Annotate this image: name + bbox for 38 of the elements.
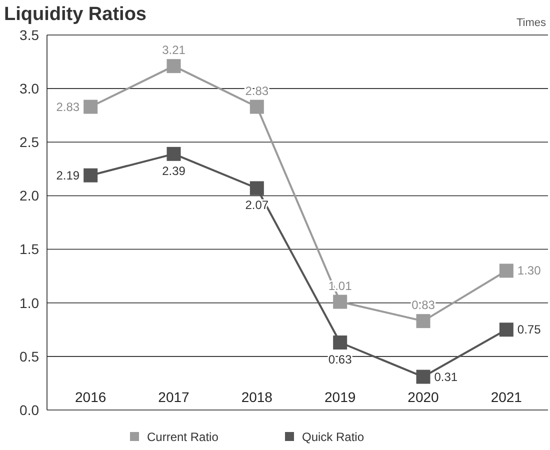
- text: 2.83: [56, 100, 80, 114]
- point: [416, 370, 430, 384]
- y-tick-label: 2.0: [20, 188, 40, 204]
- x-tick-label: 2017: [158, 389, 190, 405]
- x-tick-label: 2021: [490, 389, 522, 405]
- x-tick-label: 2018: [241, 389, 273, 405]
- y-tick-label: 0.5: [20, 348, 40, 364]
- text: 2.39: [162, 164, 186, 178]
- legend-label: Current Ratio: [147, 430, 219, 444]
- point: [333, 336, 348, 350]
- y-axis-title: Times: [516, 17, 546, 29]
- point: [416, 314, 430, 328]
- text: 0.31: [434, 370, 458, 384]
- text: 0.63: [328, 352, 352, 366]
- point: [499, 264, 514, 278]
- y-tick-label: 1.5: [20, 241, 40, 258]
- text: 0.75: [517, 322, 541, 337]
- text: 2.19: [56, 168, 80, 182]
- y-tick-label: 3.5: [20, 26, 40, 43]
- point: [84, 168, 98, 182]
- point: [333, 294, 348, 309]
- y-tick-label: 1.0: [20, 294, 40, 311]
- x-tick-label: 2020: [408, 389, 440, 405]
- x-tick-label: 2019: [324, 389, 356, 405]
- point: [84, 100, 98, 114]
- point: [499, 322, 514, 337]
- text: 1.30: [517, 264, 541, 278]
- text: 3.21: [162, 43, 186, 58]
- chart-title: Liquidity Ratios: [4, 4, 146, 25]
- x-tick-label: 2016: [75, 389, 106, 405]
- legend-label: Quick Ratio: [302, 430, 364, 444]
- point: [250, 100, 264, 114]
- y-tick-label: 3.0: [20, 80, 40, 96]
- point: [250, 181, 264, 196]
- y-tick-label: 0.0: [20, 402, 40, 418]
- y-tick-label: 2.5: [20, 134, 40, 150]
- point: [166, 59, 181, 74]
- point: [166, 146, 181, 161]
